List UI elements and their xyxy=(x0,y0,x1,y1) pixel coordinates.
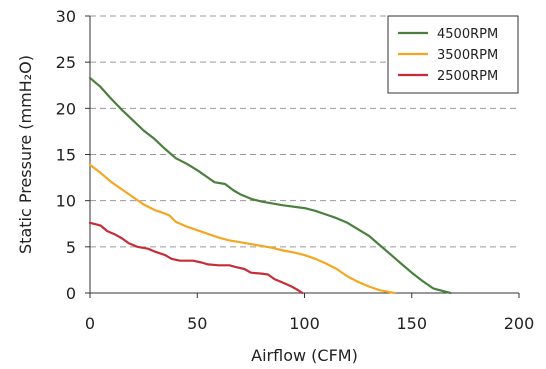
legend-box xyxy=(387,15,519,94)
legend: 4500RPM 3500RPM 2500RPM xyxy=(387,15,519,94)
y-axis-ticks: 0 5 10 15 20 25 30 xyxy=(56,7,90,303)
series-line-3 xyxy=(88,221,304,295)
x-tick-label: 0 xyxy=(85,314,95,333)
legend-label-2: 3500RPM xyxy=(437,48,498,63)
y-tick-label: 10 xyxy=(56,192,76,211)
y-tick-label: 25 xyxy=(56,53,76,72)
legend-label-3: 2500RPM xyxy=(437,69,498,84)
series-layer xyxy=(88,76,452,295)
y-tick-label: 15 xyxy=(56,146,76,165)
y-tick-label: 20 xyxy=(56,99,76,118)
y-tick-label: 0 xyxy=(66,284,76,303)
x-axis-ticks: 0 50 100 150 200 xyxy=(85,293,534,333)
series-line-2 xyxy=(88,163,396,295)
x-tick-label: 150 xyxy=(396,314,427,333)
legend-label-1: 4500RPM xyxy=(437,27,498,42)
x-tick-label: 50 xyxy=(187,314,207,333)
x-tick-label: 100 xyxy=(289,314,320,333)
grid-lines xyxy=(90,15,519,248)
series-line-1 xyxy=(88,76,452,295)
y-axis-title: Static Pressure (mmH₂O) xyxy=(16,55,35,254)
y-tick-label: 5 xyxy=(66,238,76,257)
x-tick-label: 200 xyxy=(504,314,535,333)
x-axis-title: Airflow (CFM) xyxy=(251,346,358,365)
y-tick-label: 30 xyxy=(56,7,76,26)
